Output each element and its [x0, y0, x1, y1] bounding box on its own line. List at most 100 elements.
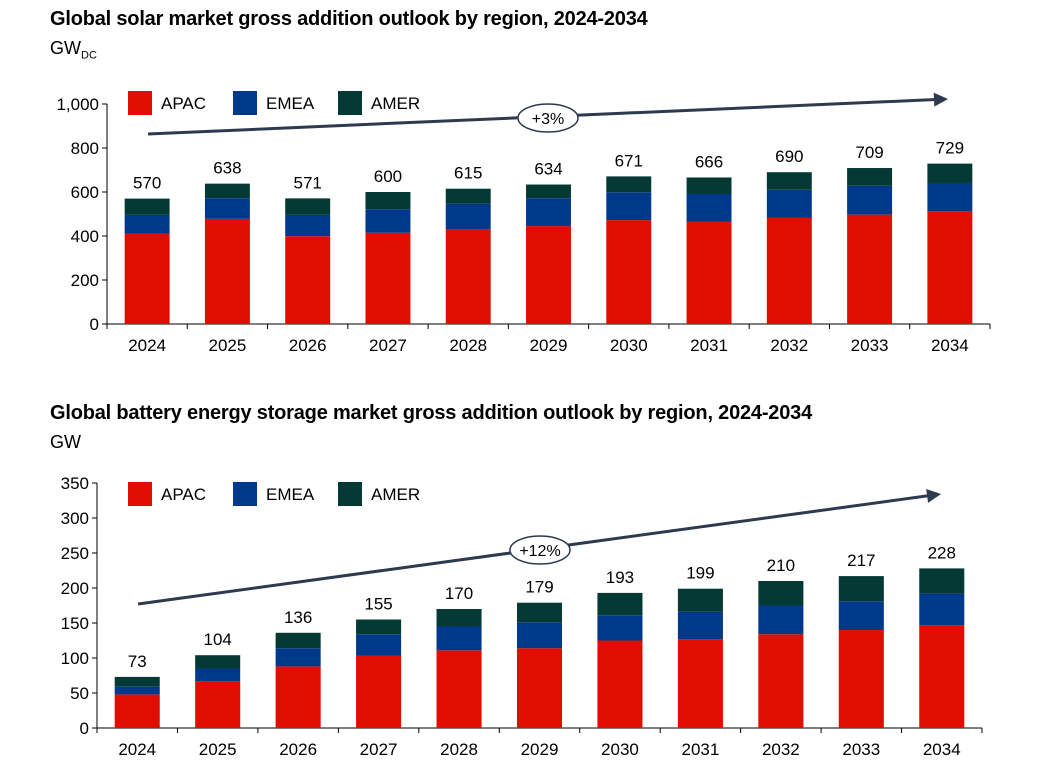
storage-legend-swatch-amer: [338, 482, 362, 506]
storage-x-tick-label: 2030: [601, 740, 639, 759]
storage-bar-apac: [356, 655, 402, 728]
solar-x-tick-label: 2026: [289, 336, 327, 355]
storage-total-label: 170: [445, 584, 473, 603]
storage-bar-amer: [356, 619, 402, 635]
solar-y-tick-label: 1,000: [56, 95, 99, 114]
solar-total-label: 709: [855, 143, 883, 162]
storage-bar-amer: [838, 576, 884, 602]
solar-total-label: 690: [775, 147, 803, 166]
storage-bar-emea: [516, 622, 563, 649]
storage-bar-amer: [195, 655, 241, 669]
solar-unit-main: GW: [50, 38, 81, 58]
storage-total-label: 228: [928, 543, 956, 562]
solar-bar-amer: [526, 184, 571, 199]
storage-total-label: 104: [203, 630, 231, 649]
storage-x-tick-label: 2024: [118, 740, 156, 759]
solar-y-tick-label: 200: [71, 271, 99, 290]
solar-legend-label-apac: APAC: [161, 94, 206, 113]
solar-total-label: 615: [454, 164, 482, 183]
solar-bar-amer: [847, 168, 893, 186]
storage-y-tick-label: 150: [61, 614, 89, 633]
solar-bar-emea: [606, 192, 652, 221]
storage-trend-badge: [509, 535, 571, 565]
solar-x-tick-label: 2032: [770, 336, 808, 355]
storage-bar-amer: [114, 676, 160, 687]
solar-bar-apac: [365, 232, 411, 324]
solar-bar-emea: [204, 198, 250, 219]
storage-bar-apac: [677, 639, 723, 728]
solar-bar-emea: [526, 198, 571, 227]
solar-bar-amer: [927, 163, 973, 183]
solar-x-tick-label: 2025: [208, 336, 246, 355]
storage-bar-emea: [275, 648, 321, 667]
storage-chart-plot: 0 50 100 150 200 250 300 350 73 2024 104 2025 136 202…: [61, 474, 983, 759]
storage-bar-apac: [195, 681, 241, 728]
solar-total-label: 671: [615, 151, 643, 170]
solar-chart-unit: GWDC: [50, 38, 97, 62]
storage-bar-emea: [356, 634, 402, 656]
storage-bar-apac: [275, 666, 321, 728]
storage-chart: Global battery energy storage market gro…: [0, 392, 1043, 780]
storage-bar-amer: [597, 592, 643, 616]
solar-bar-emea: [445, 203, 491, 230]
storage-y-tick-label: 100: [61, 649, 89, 668]
solar-unit-sub: DC: [81, 49, 97, 62]
solar-bar-amer: [365, 192, 411, 210]
solar-bar-amer: [285, 198, 331, 215]
storage-total-label: 210: [767, 556, 795, 575]
solar-chart: Global solar market gross addition outlo…: [0, 0, 1043, 375]
solar-legend-swatch-emea: [233, 91, 257, 115]
solar-x-tick-label: 2030: [610, 336, 648, 355]
solar-bar-apac: [204, 218, 250, 324]
storage-total-label: 73: [128, 652, 147, 671]
solar-bar-apac: [686, 221, 732, 324]
solar-chart-title: Global solar market gross addition outlo…: [50, 8, 648, 30]
solar-chart-plot: 0 200 400 600 800 1,000 570 2024 638 2025 571 2026 6…: [56, 91, 991, 355]
solar-bar-apac: [766, 217, 812, 324]
solar-legend-label-amer: AMER: [371, 94, 420, 113]
solar-x-tick-label: 2024: [128, 336, 166, 355]
storage-bar-amer: [516, 602, 563, 623]
solar-bar-emea: [124, 214, 170, 234]
storage-bar-apac: [919, 625, 965, 728]
storage-bar-emea: [195, 668, 241, 682]
solar-bar-amer: [606, 176, 652, 193]
solar-total-label: 638: [213, 159, 241, 178]
solar-bar-emea: [686, 193, 732, 222]
solar-y-tick-label: 400: [71, 227, 99, 246]
solar-trend-badge: [517, 103, 579, 133]
solar-legend-label-emea: EMEA: [266, 94, 315, 113]
solar-x-tick-label: 2031: [690, 336, 728, 355]
storage-y-tick-label: 200: [61, 579, 89, 598]
solar-bar-emea: [847, 185, 893, 215]
storage-total-label: 136: [284, 608, 312, 627]
storage-trend-label: +12%: [519, 543, 560, 560]
storage-x-tick-label: 2029: [521, 740, 559, 759]
storage-total-label: 193: [606, 568, 634, 587]
storage-bar-emea: [838, 601, 884, 630]
solar-bar-apac: [285, 236, 331, 324]
solar-bar-emea: [285, 214, 331, 237]
solar-bar-emea: [766, 189, 812, 218]
solar-bar-amer: [445, 188, 491, 204]
storage-legend-label-amer: AMER: [371, 485, 420, 504]
storage-bar-apac: [114, 694, 160, 728]
storage-bar-apac: [516, 648, 563, 728]
storage-bar-emea: [758, 605, 804, 635]
solar-bar-apac: [445, 229, 491, 324]
solar-total-label: 571: [293, 173, 321, 192]
solar-bar-apac: [526, 226, 571, 324]
storage-unit-main: GW: [50, 432, 81, 452]
solar-bar-amer: [766, 172, 812, 190]
storage-bar-apac: [838, 630, 884, 728]
solar-total-label: 729: [936, 139, 964, 158]
storage-x-tick-label: 2033: [842, 740, 880, 759]
solar-bar-amer: [204, 183, 250, 199]
storage-y-tick-label: 250: [61, 544, 89, 563]
storage-x-tick-label: 2028: [440, 740, 478, 759]
storage-chart-title: Global battery energy storage market gro…: [50, 402, 812, 424]
solar-x-tick-label: 2028: [449, 336, 487, 355]
storage-y-tick-label: 50: [70, 684, 89, 703]
storage-bar-amer: [919, 568, 965, 594]
storage-x-tick-label: 2031: [681, 740, 719, 759]
